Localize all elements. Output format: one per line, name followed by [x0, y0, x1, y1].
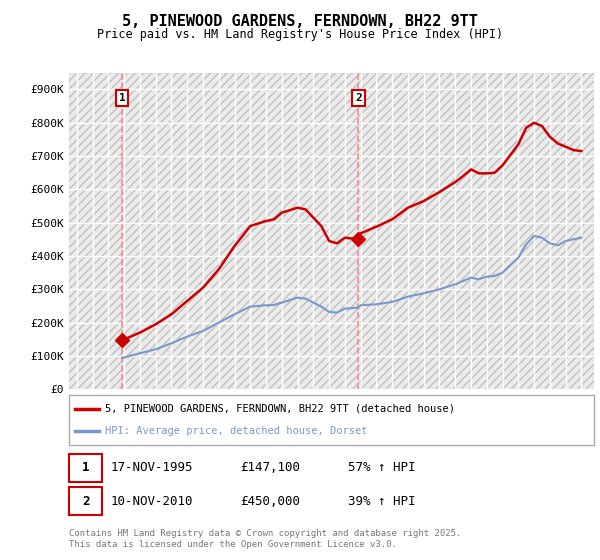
Text: Contains HM Land Registry data © Crown copyright and database right 2025.
This d: Contains HM Land Registry data © Crown c…: [69, 529, 461, 549]
Text: 2: 2: [355, 93, 362, 103]
Text: 10-NOV-2010: 10-NOV-2010: [111, 494, 193, 508]
Text: 57% ↑ HPI: 57% ↑ HPI: [348, 461, 415, 474]
Text: 1: 1: [119, 93, 125, 103]
Text: 17-NOV-1995: 17-NOV-1995: [111, 461, 193, 474]
Text: £450,000: £450,000: [240, 494, 300, 508]
Text: 5, PINEWOOD GARDENS, FERNDOWN, BH22 9TT (detached house): 5, PINEWOOD GARDENS, FERNDOWN, BH22 9TT …: [105, 404, 455, 414]
Text: Price paid vs. HM Land Registry's House Price Index (HPI): Price paid vs. HM Land Registry's House …: [97, 28, 503, 41]
Text: 2: 2: [82, 494, 89, 508]
Text: HPI: Average price, detached house, Dorset: HPI: Average price, detached house, Dors…: [105, 426, 367, 436]
Text: 1: 1: [82, 461, 89, 474]
Text: 39% ↑ HPI: 39% ↑ HPI: [348, 494, 415, 508]
Text: £147,100: £147,100: [240, 461, 300, 474]
Text: 5, PINEWOOD GARDENS, FERNDOWN, BH22 9TT: 5, PINEWOOD GARDENS, FERNDOWN, BH22 9TT: [122, 14, 478, 29]
